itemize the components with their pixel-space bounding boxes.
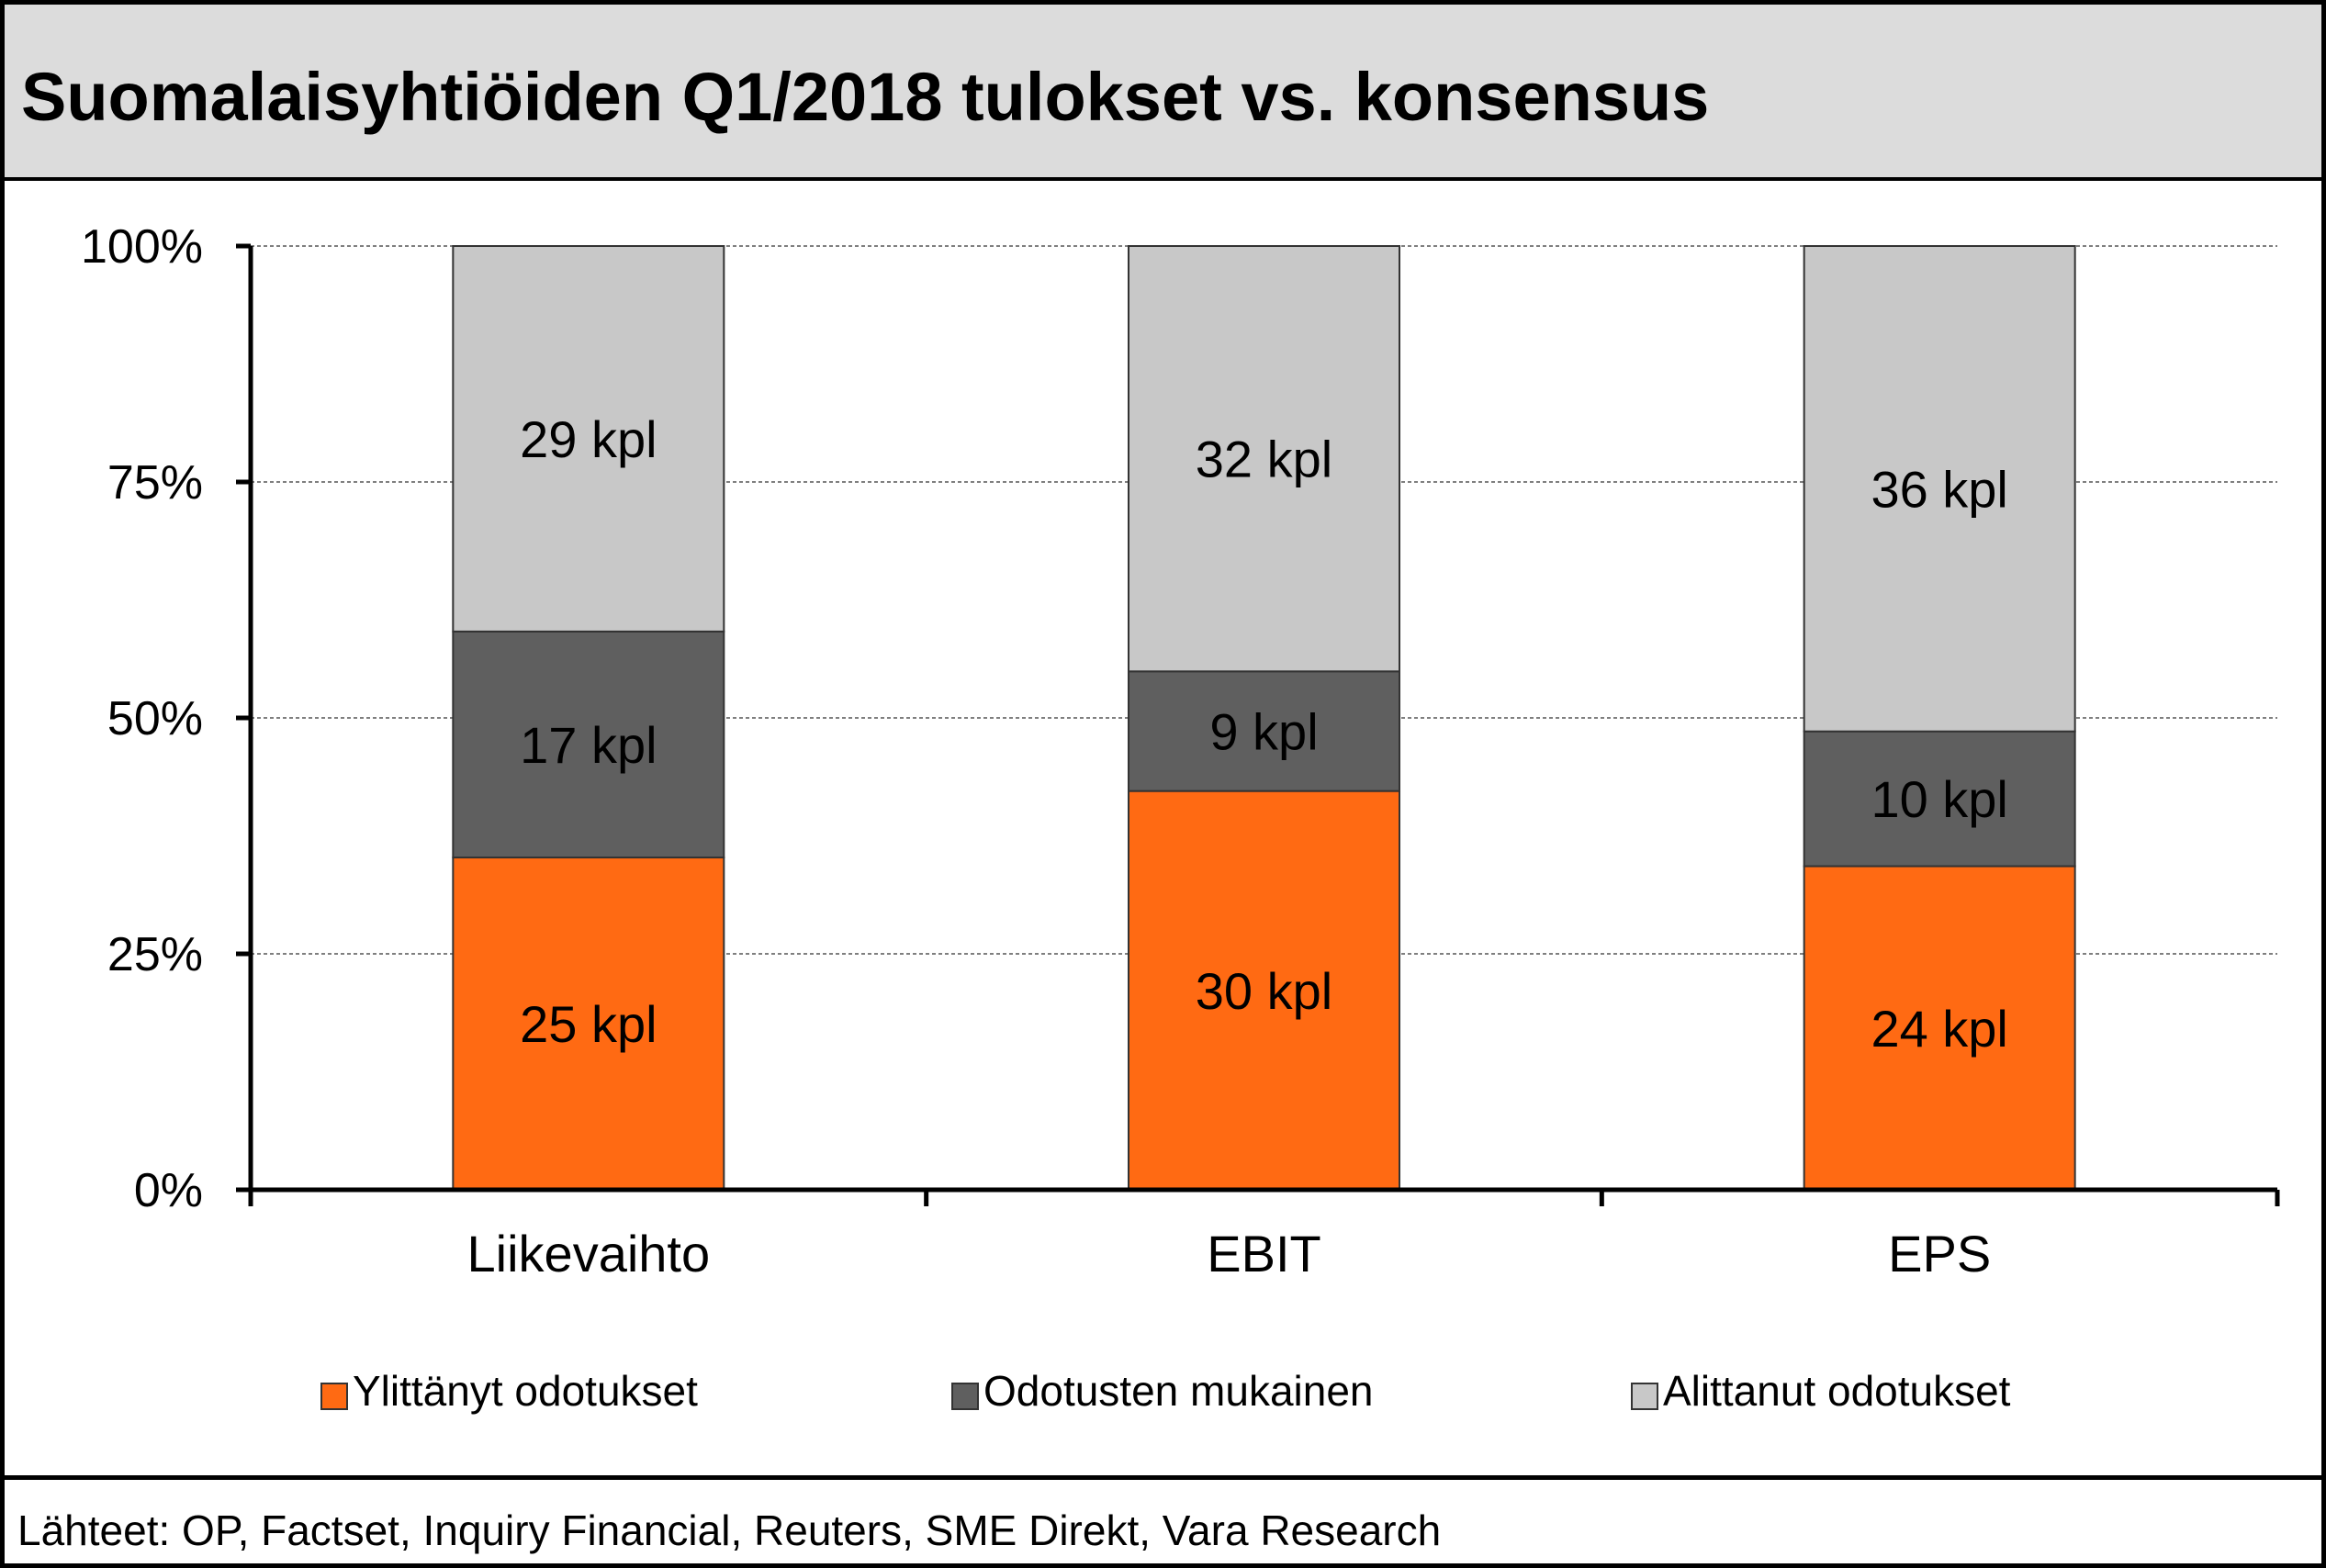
bar-segment: [1803, 245, 2076, 733]
data-label: 17 kpl: [520, 716, 657, 774]
y-tick-label: 0%: [134, 1164, 203, 1217]
data-label: 9 kpl: [1209, 702, 1318, 760]
legend-entry: Odotusten mukainen: [983, 1367, 1374, 1415]
title-bar: Suomalaisyhtiöiden Q1/2018 tulokset vs. …: [5, 5, 2321, 181]
data-label: 36 kpl: [1871, 460, 2007, 518]
y-tick-label: 100%: [81, 220, 203, 274]
bar-segment: [1128, 245, 1400, 673]
bar-segment: [1128, 670, 1400, 792]
chart-title: Suomalaisyhtiöiden Q1/2018 tulokset vs. …: [21, 59, 1710, 135]
source-note: Lähteet: OP, Factset, Inquiry Financial,…: [17, 1506, 1442, 1554]
data-label: 25 kpl: [520, 995, 657, 1053]
legend-swatch: [320, 1383, 348, 1410]
bar-segment: [452, 245, 725, 633]
data-label: 10 kpl: [1871, 770, 2007, 828]
y-tick-label: 75%: [107, 456, 203, 510]
legend-swatch: [1631, 1383, 1658, 1410]
bar-segment: [452, 630, 725, 859]
data-label: 30 kpl: [1196, 962, 1332, 1020]
legend-swatch: [951, 1383, 979, 1410]
legend-entry: Alittanut odotukset: [1663, 1367, 2011, 1415]
legend-entry: Ylittänyt odotukset: [353, 1367, 698, 1415]
data-label: 24 kpl: [1871, 1000, 2007, 1058]
bar-segment: [1803, 730, 2076, 868]
y-tick-label: 25%: [107, 928, 203, 981]
x-category-label: Liikevaihto: [467, 1225, 711, 1282]
data-label: 32 kpl: [1196, 431, 1332, 488]
x-category-label: EPS: [1888, 1225, 1991, 1282]
x-category-label: EBIT: [1207, 1225, 1320, 1282]
data-label: 29 kpl: [520, 410, 657, 468]
y-tick-label: 50%: [107, 692, 203, 745]
source-bar: Lähteet: OP, Factset, Inquiry Financial,…: [5, 1475, 2321, 1568]
bar-segment: [1128, 790, 1400, 1191]
